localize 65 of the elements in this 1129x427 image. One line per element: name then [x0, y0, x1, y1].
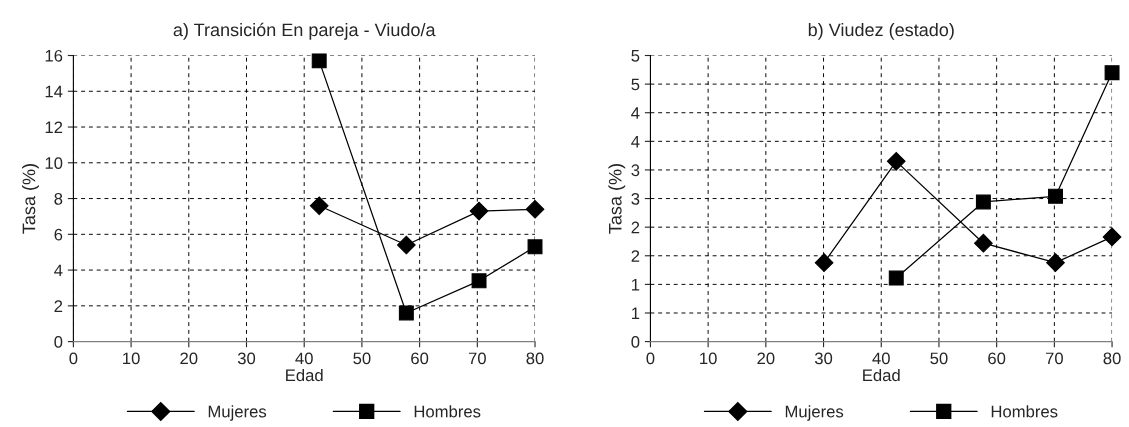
y-tick-label: 3 — [631, 192, 640, 205]
y-tick-label: 2 — [54, 300, 63, 312]
y-tick-label: 3 — [631, 164, 640, 177]
y-tick-label: 2 — [631, 250, 640, 262]
y-tick-label: 12 — [45, 121, 63, 134]
point — [525, 199, 545, 219]
y-tick-label: 5 — [631, 50, 640, 62]
x-tick-label: 60 — [988, 352, 1006, 365]
x-tick-label: 60 — [411, 352, 429, 365]
chart-title: b) Viudez (estado) — [808, 22, 954, 40]
point — [396, 235, 416, 255]
legend-label: Hombres — [991, 405, 1058, 418]
y-tick-label: 0 — [631, 336, 640, 348]
x-tick-label: 30 — [237, 352, 256, 365]
legend-label: Hombres — [414, 405, 481, 418]
point — [974, 233, 993, 253]
point — [886, 152, 906, 171]
x-tick-label: 0 — [646, 352, 655, 365]
point — [309, 196, 329, 216]
x-axis-title: Edad — [863, 368, 900, 382]
y-tick-label: 10 — [45, 157, 63, 169]
point — [471, 273, 487, 289]
y-tick-label: 6 — [54, 228, 63, 241]
x-tick-label: 20 — [180, 352, 198, 365]
x-axis-title: Edad — [286, 368, 323, 382]
y-tick-label: 0 — [54, 336, 63, 348]
y-tick-label: 4 — [54, 264, 63, 277]
x-tick-label: 70 — [468, 352, 486, 365]
x-tick-label: 80 — [526, 352, 544, 365]
x-tick-label: 0 — [69, 352, 78, 365]
legend-label: Mujeres — [208, 405, 267, 421]
x-tick-label: 10 — [123, 352, 140, 365]
y-tick-label: 4 — [631, 107, 640, 119]
y-axis-title: Tasa (%) — [608, 164, 626, 234]
y-tick-label: 5 — [631, 78, 640, 91]
y-tick-label: 4 — [631, 135, 640, 148]
x-tick-label: 20 — [757, 352, 775, 365]
y-tick-label: 1 — [632, 307, 640, 320]
x-tick-label: 50 — [930, 352, 948, 365]
x-tick-label: 10 — [700, 352, 717, 365]
point — [1104, 65, 1120, 81]
y-axis-title: Tasa (%) — [22, 164, 39, 234]
x-tick-label: 40 — [872, 352, 890, 365]
y-tick-label: 1 — [632, 278, 640, 291]
y-tick-label: 14 — [45, 85, 63, 98]
x-tick-label: 80 — [1103, 352, 1121, 365]
point — [1048, 188, 1063, 204]
point — [1102, 227, 1122, 247]
chart-title: a) Transición En pareja - Viudo/a — [173, 22, 436, 40]
x-tick-label: 30 — [814, 352, 833, 365]
point — [311, 53, 327, 69]
point — [469, 201, 489, 221]
point — [1046, 253, 1065, 272]
legend-label: Mujeres — [785, 405, 844, 421]
y-tick-label: 8 — [54, 192, 63, 205]
point — [975, 194, 991, 210]
point — [398, 305, 414, 321]
point — [814, 253, 834, 272]
x-tick-label: 40 — [295, 352, 313, 365]
x-tick-label: 50 — [353, 352, 371, 365]
y-tick-label: 16 — [45, 49, 63, 62]
point — [888, 270, 904, 286]
x-tick-label: 70 — [1045, 352, 1063, 365]
y-tick-label: 2 — [631, 221, 640, 234]
point — [527, 239, 543, 255]
